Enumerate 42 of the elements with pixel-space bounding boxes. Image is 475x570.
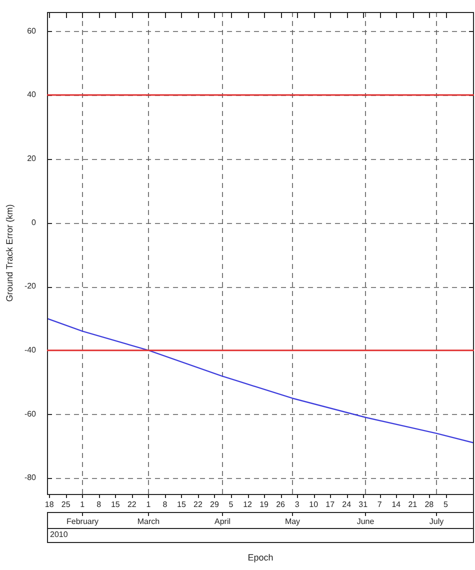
x-tick-label: 18 xyxy=(44,500,54,510)
text: 2010 xyxy=(50,530,68,540)
x-tick-label: 12 xyxy=(243,500,253,510)
x-tick-label: 10 xyxy=(309,500,319,510)
y-tick-label: 40 xyxy=(27,90,37,100)
x2-tick-label: March xyxy=(137,517,160,526)
x-tick-label: 1 xyxy=(146,500,152,510)
x-tick-label: 28 xyxy=(424,500,434,510)
x-tick-label: 25 xyxy=(61,500,71,510)
x-tick-label: 19 xyxy=(260,500,270,510)
x-tick-label: 31 xyxy=(358,500,368,510)
y-tick-label: -40 xyxy=(24,346,37,355)
y-tick-label: -20 xyxy=(24,282,37,291)
x-tick-label: 22 xyxy=(194,500,203,510)
y-tick-label: 20 xyxy=(27,154,37,164)
x-tick-label: 8 xyxy=(162,500,168,510)
y-axis-title: Ground Track Error (km) xyxy=(4,204,14,302)
x2-tick-label: April xyxy=(214,517,231,526)
x-tick-label: 22 xyxy=(127,500,137,510)
x-tick-label: 29 xyxy=(210,500,220,510)
x-tick-label: 21 xyxy=(408,500,418,510)
x-tick-label: 26 xyxy=(276,500,286,510)
y-tick-label: -80 xyxy=(24,473,37,482)
x-tick-label: 15 xyxy=(177,500,186,510)
x-tick-label: 5 xyxy=(443,500,448,510)
x-tick-label: 17 xyxy=(326,500,336,510)
y-tick-label: 0 xyxy=(32,218,37,227)
x2-tick-label: May xyxy=(284,517,300,526)
x-tick-label: 3 xyxy=(294,500,300,510)
y-tick-label: -60 xyxy=(24,409,37,418)
x2-tick-label: February xyxy=(66,517,99,526)
x-tick-label: 7 xyxy=(377,500,382,510)
y-tick-label: 60 xyxy=(27,26,37,36)
x-tick-label: 15 xyxy=(110,500,120,510)
x-tick-label: 1 xyxy=(80,500,86,510)
x-tick-label: 24 xyxy=(342,500,352,510)
x2-tick-label: June xyxy=(356,517,375,526)
x-tick-label: 8 xyxy=(96,500,102,510)
x-tick-label: 5 xyxy=(228,500,234,510)
x-axis-title: Epoch xyxy=(248,552,274,562)
x2-tick-label: July xyxy=(429,517,444,526)
x-tick-label: 14 xyxy=(392,500,402,510)
